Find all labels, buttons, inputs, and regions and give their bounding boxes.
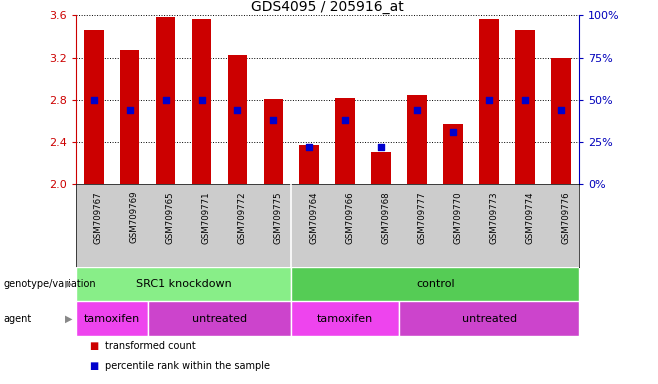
Text: percentile rank within the sample: percentile rank within the sample bbox=[105, 361, 270, 371]
Bar bbox=[479, 18, 499, 184]
Point bbox=[340, 117, 351, 123]
Text: GSM709764: GSM709764 bbox=[309, 191, 318, 243]
Bar bbox=[147, 301, 291, 336]
Bar bbox=[120, 50, 139, 184]
Point bbox=[196, 97, 207, 103]
Point bbox=[268, 117, 279, 123]
Text: GSM709768: GSM709768 bbox=[381, 191, 390, 243]
Text: GSM709776: GSM709776 bbox=[561, 191, 570, 243]
Text: GSM709773: GSM709773 bbox=[489, 191, 498, 243]
Bar bbox=[551, 58, 571, 184]
Text: genotype/variation: genotype/variation bbox=[3, 279, 96, 289]
Text: GSM709766: GSM709766 bbox=[345, 191, 354, 243]
Text: transformed count: transformed count bbox=[105, 341, 196, 351]
Bar bbox=[84, 30, 103, 184]
Text: control: control bbox=[416, 279, 455, 289]
Point bbox=[520, 97, 530, 103]
Text: GSM709772: GSM709772 bbox=[238, 191, 247, 243]
Text: tamoxifen: tamoxifen bbox=[84, 314, 139, 324]
Bar bbox=[76, 267, 291, 301]
Text: GSM709765: GSM709765 bbox=[166, 191, 174, 243]
Text: ■: ■ bbox=[89, 341, 98, 351]
Point bbox=[161, 97, 171, 103]
Point bbox=[232, 107, 243, 113]
Bar bbox=[399, 301, 579, 336]
Point bbox=[124, 107, 135, 113]
Bar bbox=[515, 30, 535, 184]
Text: SRC1 knockdown: SRC1 knockdown bbox=[136, 279, 232, 289]
Text: tamoxifen: tamoxifen bbox=[317, 314, 374, 324]
Text: ▶: ▶ bbox=[65, 279, 72, 289]
Bar bbox=[299, 145, 319, 184]
Text: ■: ■ bbox=[89, 361, 98, 371]
Bar bbox=[76, 301, 147, 336]
Point bbox=[412, 107, 422, 113]
Point bbox=[484, 97, 494, 103]
Bar bbox=[407, 94, 427, 184]
Text: GSM709770: GSM709770 bbox=[453, 191, 462, 243]
Bar bbox=[291, 267, 579, 301]
Text: GSM709767: GSM709767 bbox=[93, 191, 103, 243]
Point bbox=[88, 97, 99, 103]
Text: GSM709777: GSM709777 bbox=[417, 191, 426, 243]
Text: GSM709774: GSM709774 bbox=[525, 191, 534, 243]
Bar bbox=[336, 98, 355, 184]
Text: GSM709771: GSM709771 bbox=[201, 191, 211, 243]
Bar bbox=[264, 99, 284, 184]
Text: untreated: untreated bbox=[462, 314, 517, 324]
Text: ▶: ▶ bbox=[65, 314, 72, 324]
Bar bbox=[291, 301, 399, 336]
Text: GSM709769: GSM709769 bbox=[130, 191, 139, 243]
Bar bbox=[371, 152, 391, 184]
Bar bbox=[191, 18, 211, 184]
Bar bbox=[228, 55, 247, 184]
Text: untreated: untreated bbox=[192, 314, 247, 324]
Point bbox=[556, 107, 567, 113]
Point bbox=[304, 144, 315, 150]
Point bbox=[376, 144, 386, 150]
Bar bbox=[156, 17, 176, 184]
Text: GSM709775: GSM709775 bbox=[274, 191, 282, 243]
Bar bbox=[443, 124, 463, 184]
Title: GDS4095 / 205916_at: GDS4095 / 205916_at bbox=[251, 0, 404, 14]
Point bbox=[448, 129, 459, 135]
Text: agent: agent bbox=[3, 314, 32, 324]
